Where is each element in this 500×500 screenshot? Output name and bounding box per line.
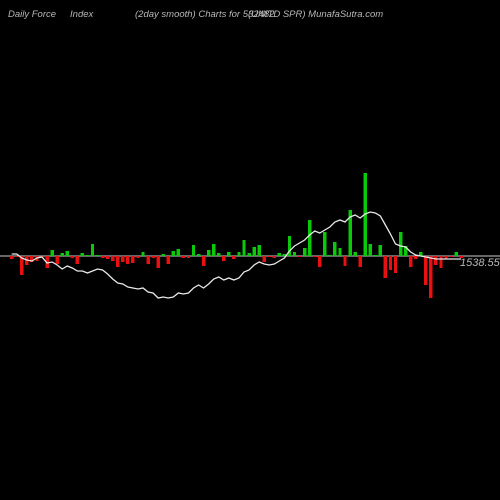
force-bar xyxy=(242,240,245,256)
force-bar xyxy=(424,256,427,285)
force-bar xyxy=(10,256,13,259)
force-bar xyxy=(151,256,154,258)
force-bar xyxy=(247,253,250,256)
force-bar xyxy=(222,256,225,261)
force-bar xyxy=(126,256,129,264)
force-bar xyxy=(328,255,331,256)
force-bar xyxy=(338,248,341,256)
force-bar xyxy=(111,256,114,261)
force-bar xyxy=(50,250,53,256)
force-bar xyxy=(389,256,392,270)
force-bar xyxy=(96,255,99,256)
force-bar xyxy=(106,256,109,259)
force-bar xyxy=(86,255,89,256)
force-bar xyxy=(207,250,210,256)
force-bar xyxy=(323,232,326,256)
force-bar xyxy=(187,256,190,258)
force-bar xyxy=(318,256,321,267)
force-bar xyxy=(167,256,170,264)
force-bar xyxy=(358,256,361,267)
force-bar xyxy=(379,245,382,256)
label-daily-force: Daily Force xyxy=(8,9,56,20)
force-bar xyxy=(369,244,372,256)
force-bar xyxy=(394,256,397,273)
force-bar xyxy=(313,256,316,257)
force-bar xyxy=(273,256,276,258)
force-bar xyxy=(172,251,175,256)
force-bar xyxy=(217,253,220,256)
force-bar xyxy=(141,252,144,256)
force-bar xyxy=(257,245,260,256)
force-bar xyxy=(384,256,387,278)
price-label: 1538.55 xyxy=(460,257,500,269)
force-bar xyxy=(399,232,402,256)
force-bar xyxy=(303,248,306,256)
force-bar xyxy=(232,256,235,259)
force-bar xyxy=(177,249,180,256)
force-bar xyxy=(197,254,200,256)
label-source: (UNITD SPR) MunafaSutra.com xyxy=(248,9,383,20)
force-bar xyxy=(434,256,437,265)
force-bar xyxy=(61,253,64,256)
force-bar xyxy=(343,256,346,266)
force-bar xyxy=(449,256,452,257)
force-bar xyxy=(76,256,79,264)
force-bar xyxy=(15,256,18,257)
force-bar xyxy=(136,256,139,258)
force-bar xyxy=(101,256,104,258)
force-bar xyxy=(278,253,281,256)
force-bar xyxy=(192,245,195,256)
force-bar xyxy=(293,252,296,256)
force-bar xyxy=(162,254,165,256)
force-bar xyxy=(263,256,266,262)
force-bar xyxy=(333,242,336,256)
force-bar xyxy=(454,252,457,256)
force-bar xyxy=(121,256,124,262)
force-bar xyxy=(227,252,230,256)
force-bar xyxy=(146,256,149,264)
force-bar xyxy=(131,256,134,263)
force-bar xyxy=(308,220,311,256)
force-bar xyxy=(81,253,84,256)
force-bar xyxy=(409,256,412,267)
force-bar xyxy=(252,247,255,256)
force-bar xyxy=(156,256,159,268)
force-bar xyxy=(237,252,240,256)
force-bar xyxy=(91,244,94,256)
force-bar xyxy=(212,244,215,256)
force-bar xyxy=(374,255,377,256)
force-bar xyxy=(116,256,119,267)
label-index: Index xyxy=(70,9,93,20)
force-bar xyxy=(439,256,442,268)
force-bar xyxy=(71,256,74,258)
force-bar xyxy=(202,256,205,266)
force-bar xyxy=(353,252,356,256)
force-bar xyxy=(414,256,417,259)
force-bar xyxy=(429,256,432,298)
chart-canvas: 1538.55 xyxy=(0,0,500,500)
force-bar xyxy=(182,256,185,258)
force-bar xyxy=(55,256,58,264)
force-bar xyxy=(298,256,301,257)
force-bar xyxy=(268,256,271,257)
force-index-chart: 1538.55 Daily Force Index (2day smooth) … xyxy=(0,0,500,500)
chart-header: Daily Force Index (2day smooth) Charts f… xyxy=(0,6,500,22)
force-bar xyxy=(66,251,69,256)
